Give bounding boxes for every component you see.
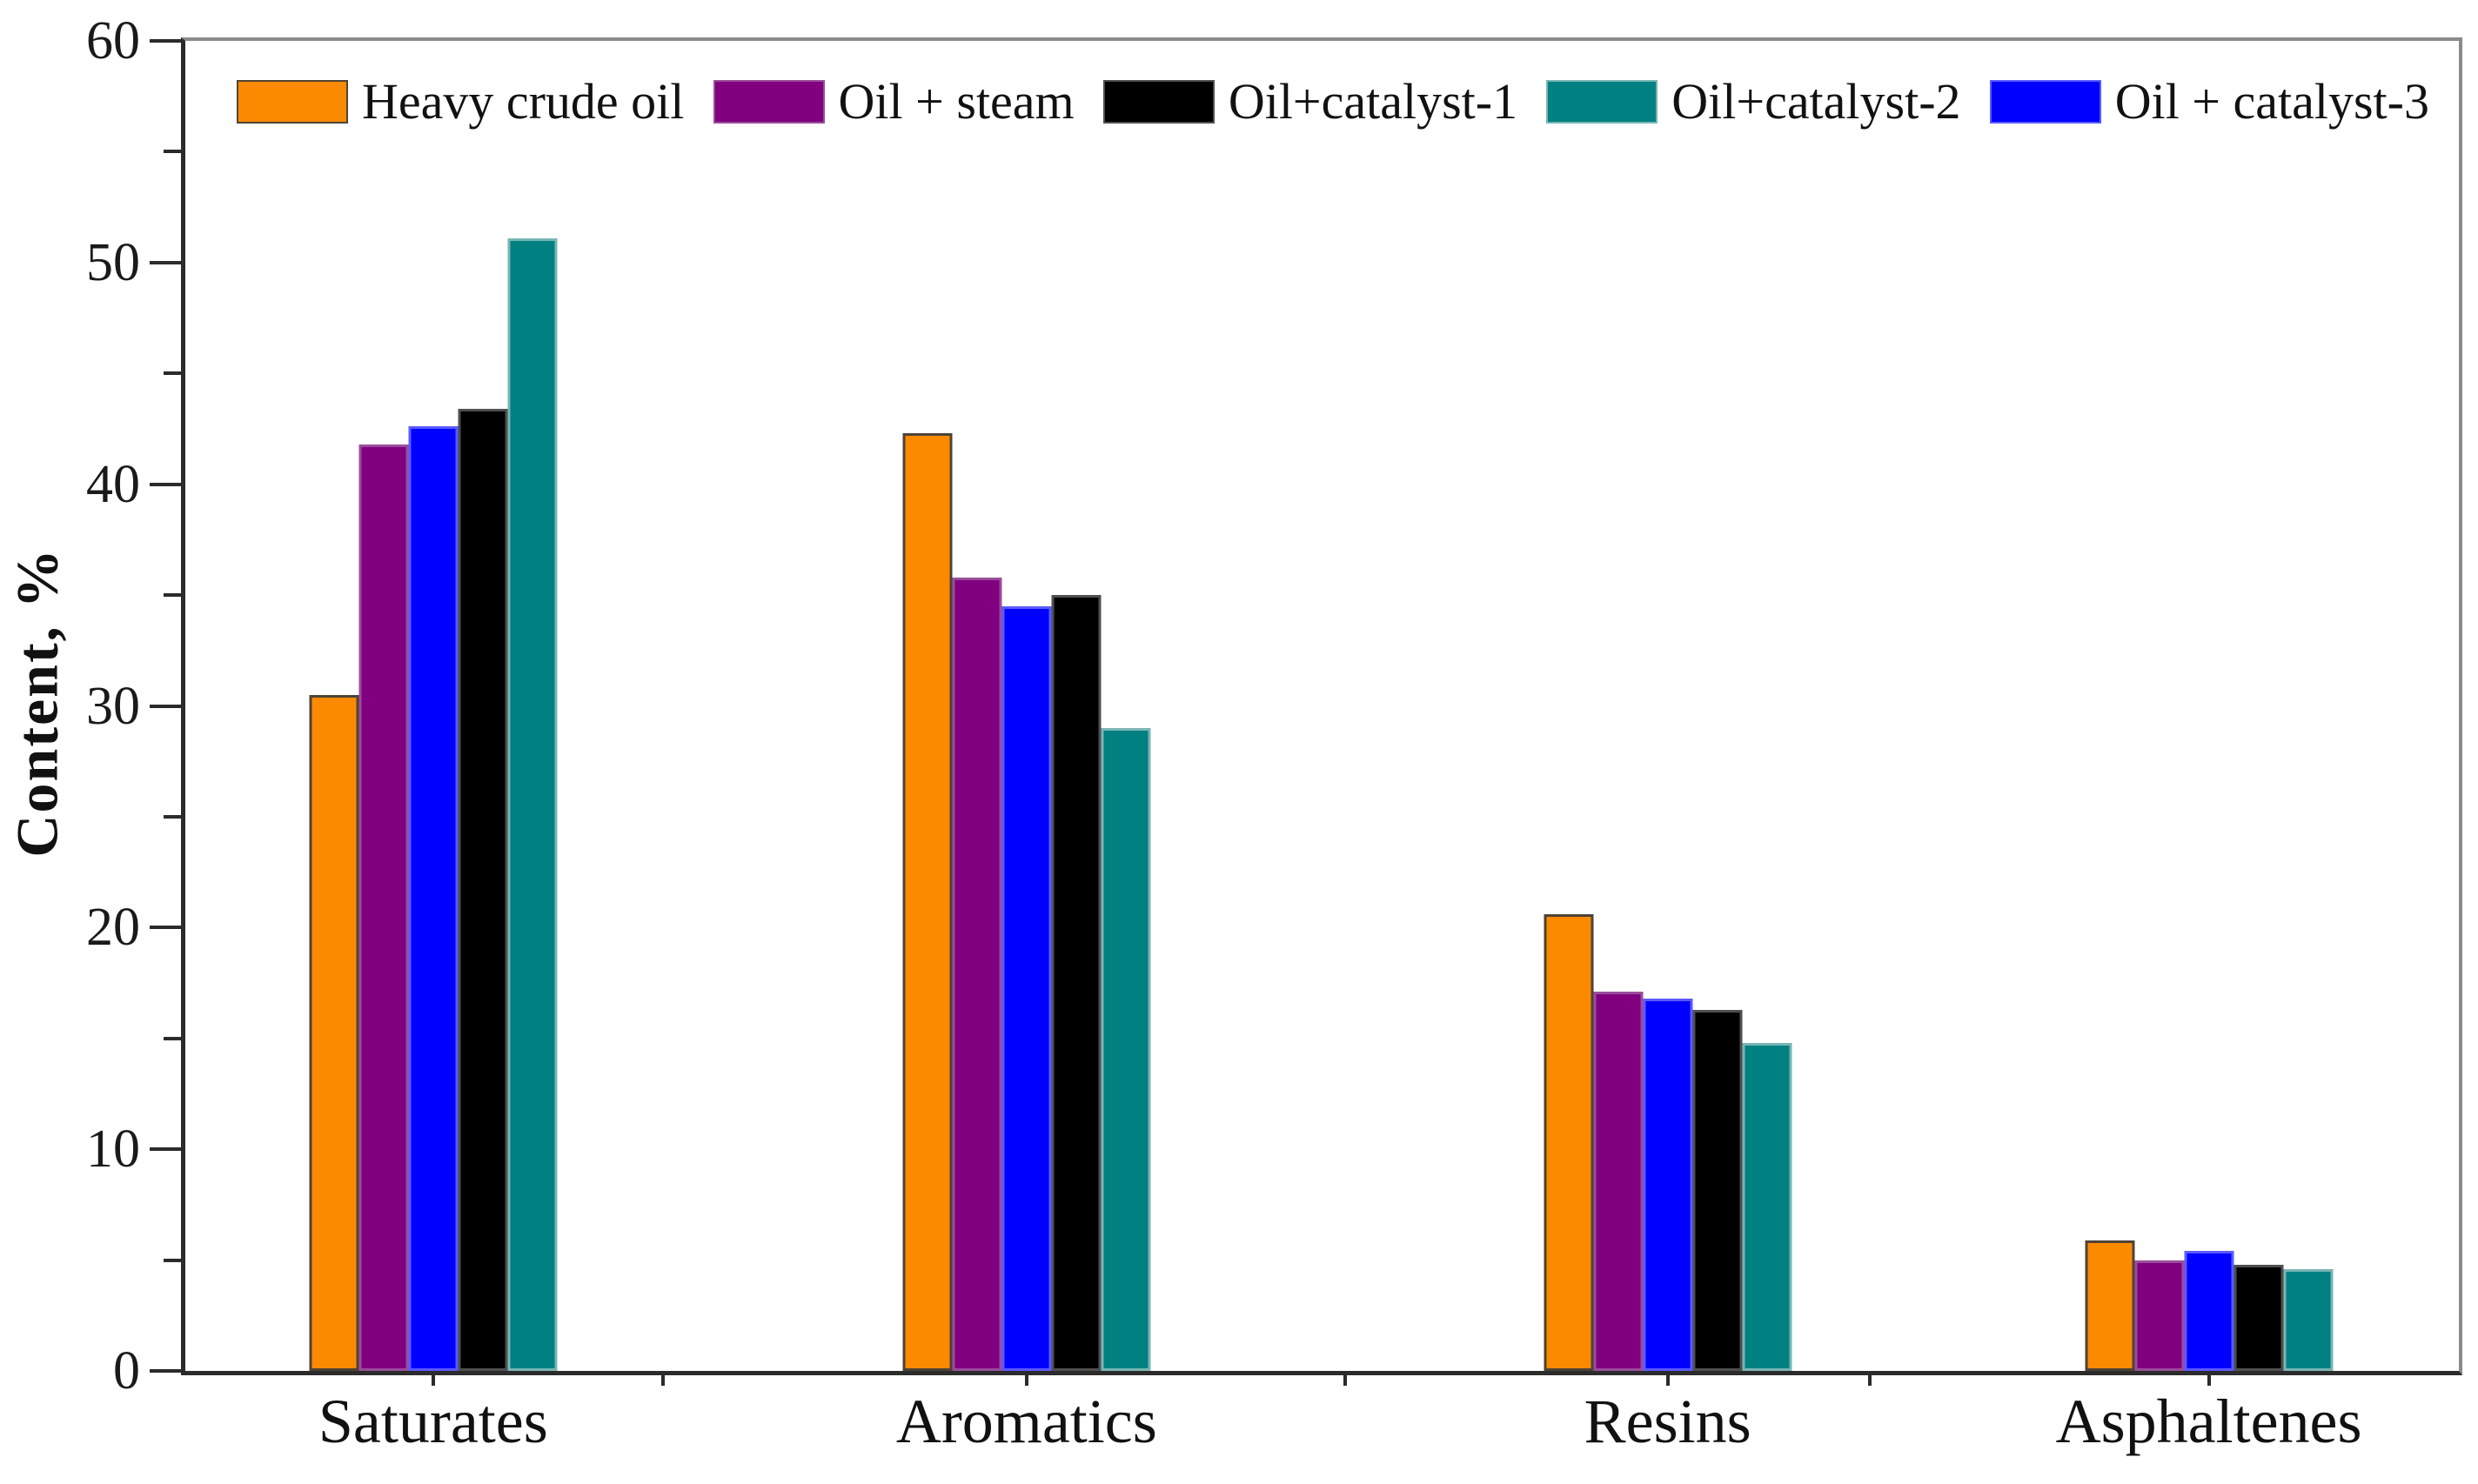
bar-group-resins	[1544, 914, 1792, 1371]
x-axis-category-tick	[1024, 1371, 1028, 1386]
x-axis-category-tick	[2207, 1371, 2211, 1386]
bar-aromatics-oil-catalyst-2	[1101, 728, 1151, 1371]
bar-group-aromatics	[902, 433, 1151, 1371]
bar-saturates-heavy-crude-oil	[309, 695, 359, 1371]
y-axis-tick-label: 20	[86, 898, 140, 958]
x-axis-minor-tick	[660, 1371, 665, 1386]
bar-resins-oil-steam	[1593, 992, 1644, 1371]
bar-asphaltenes-oil-steam	[2134, 1260, 2185, 1371]
y-axis-major-tick	[150, 926, 181, 930]
legend: Heavy crude oil Oil + steam Oil+catalyst-1…	[237, 75, 2429, 129]
plot-area: 0 10 20 30 40 50 60 Saturates Aromatics Resins Asp…	[86, 14, 2462, 1453]
y-axis-title: Content, %	[0, 37, 85, 1367]
bar-aromatics-oil-catalyst-3	[1001, 606, 1052, 1371]
x-axis-category-tick	[1665, 1371, 1670, 1386]
y-axis-tick-label: 50	[86, 232, 140, 292]
y-axis-minor-tick	[164, 814, 181, 819]
legend-item-oil-steam: Oil + steam	[713, 77, 1075, 127]
y-axis-minor-tick	[164, 371, 181, 376]
x-axis-minor-tick	[1343, 1371, 1347, 1386]
y-axis-tick-label: 60	[86, 11, 140, 70]
y-axis-minor-tick	[164, 150, 181, 154]
y-axis-title-text: Content, %	[3, 547, 70, 858]
y-axis-tick-label: 10	[86, 1120, 140, 1180]
category-label-asphaltenes: Asphaltenes	[2055, 1387, 2362, 1456]
y-axis-minor-tick	[164, 593, 181, 598]
y-axis-major-tick	[150, 482, 181, 486]
legend-swatch	[1546, 80, 1658, 124]
bar-saturates-oil-catalyst-2	[507, 238, 558, 1371]
y-axis-tick-label: 0	[113, 1341, 140, 1400]
bar-saturates-oil-steam	[358, 445, 409, 1371]
y-axis-major-tick	[150, 260, 181, 264]
bar-asphaltenes-oil-catalyst-1	[2234, 1265, 2284, 1371]
category-label-resins: Resins	[1584, 1387, 1751, 1456]
legend-item-oil-catalyst-3: Oil + catalyst-3	[1989, 73, 2429, 130]
x-axis-category-tick	[431, 1371, 435, 1386]
bar-aromatics-heavy-crude-oil	[902, 433, 953, 1371]
legend-item-heavy-crude-oil: Heavy crude oil	[237, 77, 684, 127]
bar-aromatics-oil-steam	[952, 578, 1002, 1371]
legend-swatch	[1989, 80, 2101, 124]
legend-swatch	[237, 80, 348, 124]
y-axis-major-tick	[150, 1147, 181, 1152]
category-label-saturates: Saturates	[318, 1387, 548, 1456]
legend-swatch	[713, 80, 825, 124]
legend-label: Oil + catalyst-3	[2114, 73, 2429, 130]
legend-label: Oil + steam	[838, 73, 1075, 130]
y-axis-tick-label: 40	[86, 454, 140, 514]
bar-aromatics-oil-catalyst-1	[1051, 595, 1102, 1371]
bar-resins-oil-catalyst-2	[1742, 1043, 1792, 1371]
y-axis-minor-tick	[164, 1258, 181, 1262]
bar-asphaltenes-oil-catalyst-2	[2283, 1269, 2334, 1371]
bar-resins-oil-catalyst-1	[1692, 1010, 1743, 1371]
category-label-aromatics: Aromatics	[895, 1387, 1157, 1456]
legend-item-oil-catalyst-2: Oil+catalyst-2	[1546, 73, 1961, 130]
bar-saturates-oil-catalyst-3	[408, 426, 459, 1371]
legend-item-oil-catalyst-1: Oil+catalyst-1	[1102, 73, 1518, 130]
bar-group-asphaltenes	[2085, 1240, 2334, 1371]
y-axis-major-tick	[150, 1369, 181, 1373]
y-axis-minor-tick	[164, 1036, 181, 1040]
y-axis-major-tick	[150, 39, 181, 43]
bar-asphaltenes-oil-catalyst-3	[2184, 1251, 2234, 1371]
y-axis-tick-label: 30	[86, 676, 140, 736]
bar-saturates-oil-catalyst-1	[458, 409, 508, 1371]
bar-resins-oil-catalyst-3	[1643, 999, 1693, 1371]
y-axis-major-tick	[150, 704, 181, 708]
legend-label: Oil+catalyst-1	[1228, 73, 1518, 130]
bar-group-saturates	[309, 238, 558, 1371]
legend-swatch	[1102, 80, 1215, 124]
bar-resins-heavy-crude-oil	[1544, 914, 1594, 1371]
legend-label: Oil+catalyst-2	[1671, 73, 1961, 130]
x-axis-minor-tick	[1868, 1371, 1872, 1386]
legend-label: Heavy crude oil	[362, 73, 685, 130]
bar-asphaltenes-heavy-crude-oil	[2085, 1240, 2135, 1371]
